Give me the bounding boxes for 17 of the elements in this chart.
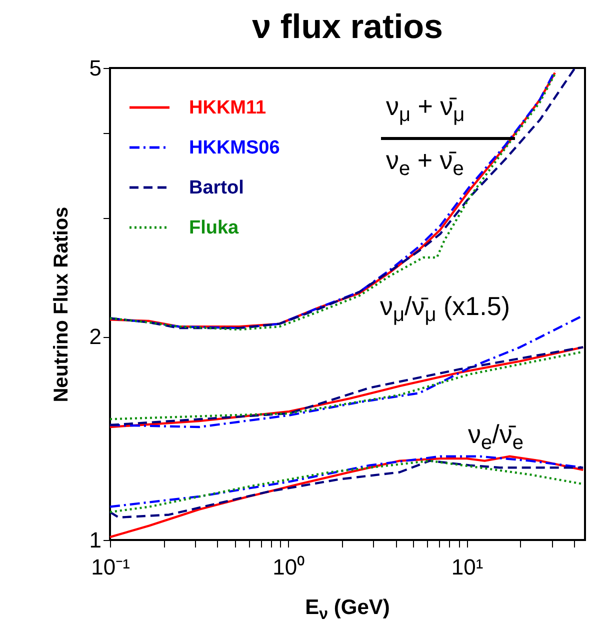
y-axis-title: Neutrino Flux Ratios [50, 206, 72, 402]
y-tick-label: 1 [89, 528, 102, 552]
y-tick-label: 2 [89, 324, 102, 350]
annotation: ν$_{e}$/ν̄$_{e}$ [468, 419, 524, 454]
legend-label: Bartol [189, 178, 244, 198]
x-tick-label: 10⁻¹ [91, 554, 130, 580]
legend-label: HKKM11 [189, 98, 267, 118]
x-axis-title: E$_{ν}$ (GeV) [305, 596, 390, 624]
legend-label: Fluka [189, 218, 240, 238]
annotation: ν$_{μ}$/ν̄$_{μ}$ (x1.5) [380, 291, 510, 326]
chart-title: ν flux ratios [252, 8, 443, 46]
annotation: ν$_{e}$ + ν̄$_{e}$ [386, 145, 464, 180]
annotation: ν$_{μ}$ + ν̄$_{μ}$ [386, 91, 465, 126]
x-tick-label: 10¹ [451, 554, 484, 580]
x-tick-label: 10⁰ [272, 554, 306, 580]
legend-label: HKKMS06 [189, 138, 280, 158]
y-tick-label: 5 [89, 56, 102, 80]
